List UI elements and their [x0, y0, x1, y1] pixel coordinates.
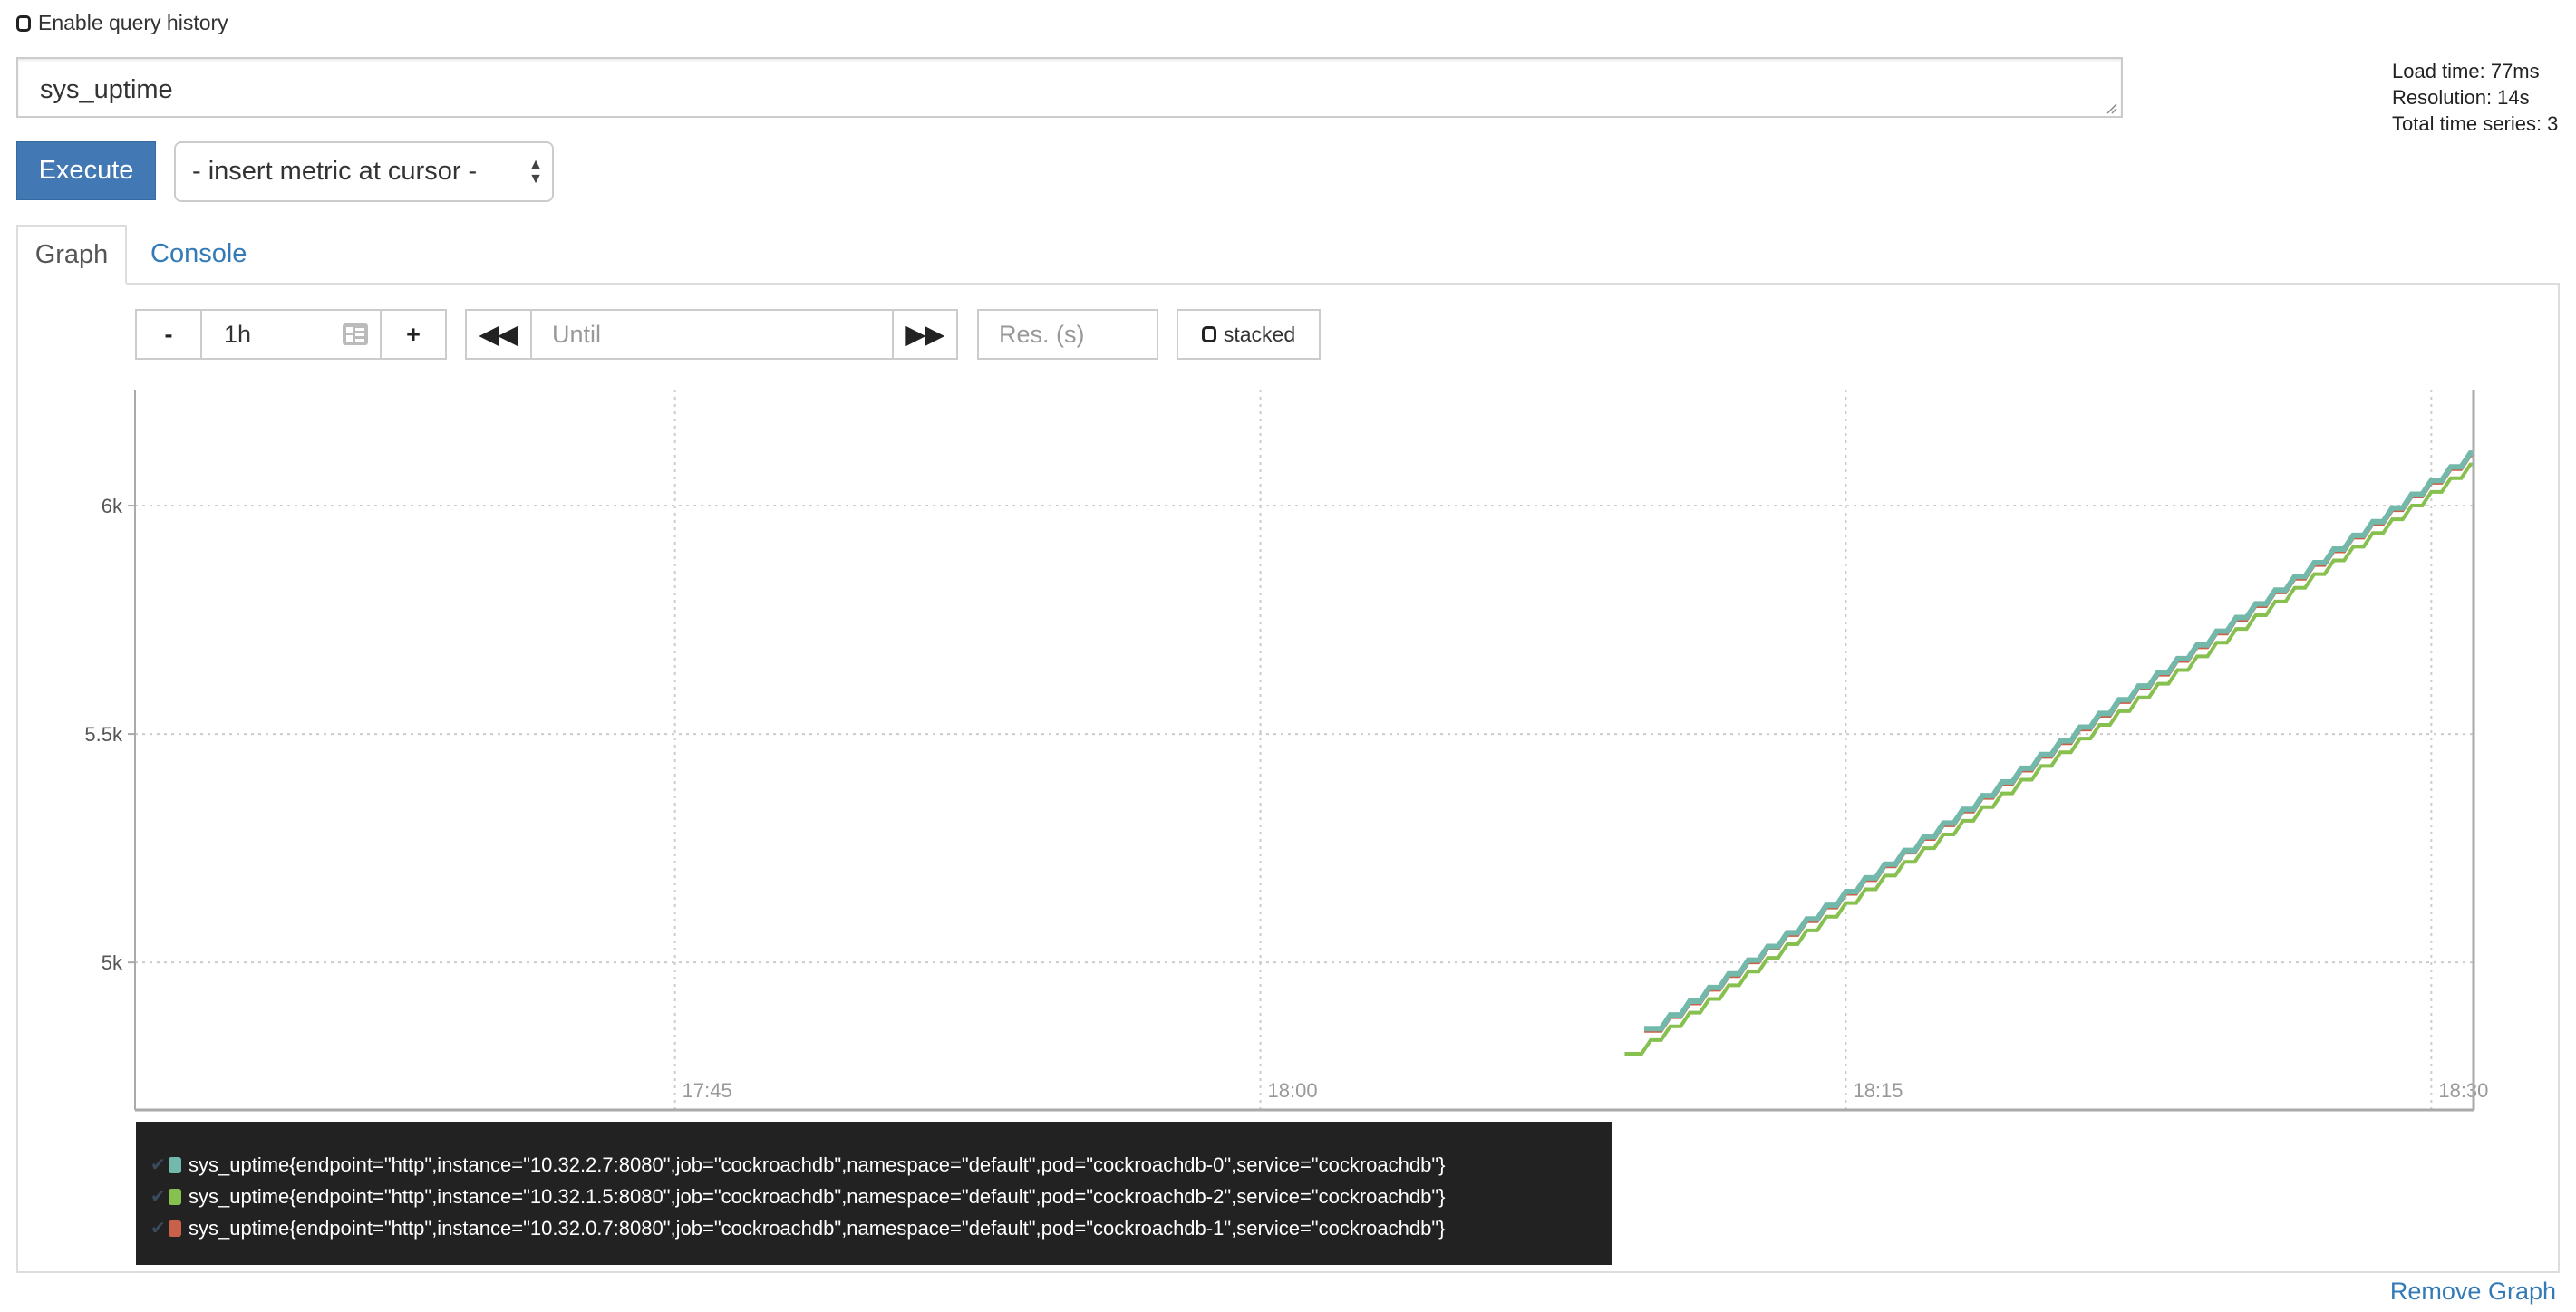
- legend-label: sys_uptime{endpoint="http",instance="10.…: [189, 1153, 1446, 1176]
- x-tick-label: 18:00: [1268, 1079, 1318, 1102]
- resolution-input[interactable]: Res. (s): [977, 309, 1158, 360]
- fast-forward-icon[interactable]: ▶▶: [892, 309, 958, 360]
- series-line: [1624, 462, 2474, 1056]
- resolution: Resolution: 14s: [2392, 86, 2530, 109]
- y-tick-label: 5.5k: [84, 723, 123, 746]
- query-input[interactable]: [16, 57, 2123, 118]
- y-tick-label: 6k: [102, 495, 123, 517]
- tabs: Graph Console: [16, 225, 2560, 285]
- history-label: Enable query history: [38, 11, 228, 34]
- res-placeholder: Res. (s): [999, 320, 1085, 348]
- load-time: Load time: 77ms: [2392, 60, 2540, 82]
- graph-panel: [16, 283, 2560, 1273]
- decrease-range-button[interactable]: -: [135, 309, 202, 360]
- until-placeholder: Until: [552, 320, 602, 348]
- tab-graph[interactable]: Graph: [16, 225, 127, 285]
- insert-metric-select[interactable]: - insert metric at cursor - ▲ ▼: [174, 141, 554, 202]
- enable-query-history[interactable]: Enable query history: [16, 11, 228, 35]
- series-swatch: [169, 1220, 181, 1237]
- metric-select-value: - insert metric at cursor -: [192, 157, 478, 186]
- query-stats: Load time: 77ms Resolution: 14s Total ti…: [2392, 58, 2558, 137]
- check-icon[interactable]: ✔: [150, 1187, 166, 1207]
- remove-graph-link[interactable]: Remove Graph: [2389, 1278, 2556, 1305]
- stacked-label: stacked: [1223, 322, 1296, 346]
- range-picker-icon[interactable]: [342, 323, 369, 346]
- check-icon[interactable]: ✔: [150, 1219, 166, 1239]
- x-tick-label: 17:45: [683, 1079, 732, 1102]
- y-tick-label: 5k: [102, 951, 123, 974]
- series-line: [1643, 450, 2474, 1032]
- legend: ✔ sys_uptime{endpoint="http",instance="10…: [136, 1122, 1612, 1265]
- execute-button[interactable]: Execute: [16, 141, 156, 200]
- total-series: Total time series: 3: [2392, 112, 2559, 135]
- check-icon[interactable]: ✔: [150, 1155, 166, 1175]
- increase-range-button[interactable]: +: [380, 309, 447, 360]
- tab-console[interactable]: Console: [150, 238, 247, 268]
- legend-label: sys_uptime{endpoint="http",instance="10.…: [189, 1184, 1446, 1208]
- stacked-toggle[interactable]: stacked: [1177, 309, 1321, 360]
- series-swatch: [169, 1156, 181, 1173]
- resize-handle-icon[interactable]: [2105, 101, 2117, 114]
- legend-item[interactable]: ✔ sys_uptime{endpoint="http",instance="10…: [136, 1149, 1612, 1181]
- x-tick-label: 18:15: [1853, 1079, 1903, 1102]
- range-input[interactable]: 1h: [200, 309, 382, 360]
- stacked-checkbox[interactable]: [1201, 326, 1216, 342]
- legend-label: sys_uptime{endpoint="http",instance="10.…: [189, 1216, 1446, 1240]
- until-input[interactable]: Until: [530, 309, 894, 360]
- x-tick-label: 18:30: [2438, 1079, 2488, 1102]
- history-checkbox[interactable]: [16, 14, 31, 32]
- legend-item[interactable]: ✔ sys_uptime{endpoint="http",instance="10…: [136, 1212, 1612, 1244]
- series-swatch: [169, 1188, 181, 1205]
- range-value: 1h: [224, 320, 252, 348]
- select-arrows-icon: ▲ ▼: [528, 157, 543, 187]
- legend-item[interactable]: ✔ sys_uptime{endpoint="http",instance="10…: [136, 1181, 1612, 1212]
- rewind-icon[interactable]: ◀◀: [465, 309, 532, 360]
